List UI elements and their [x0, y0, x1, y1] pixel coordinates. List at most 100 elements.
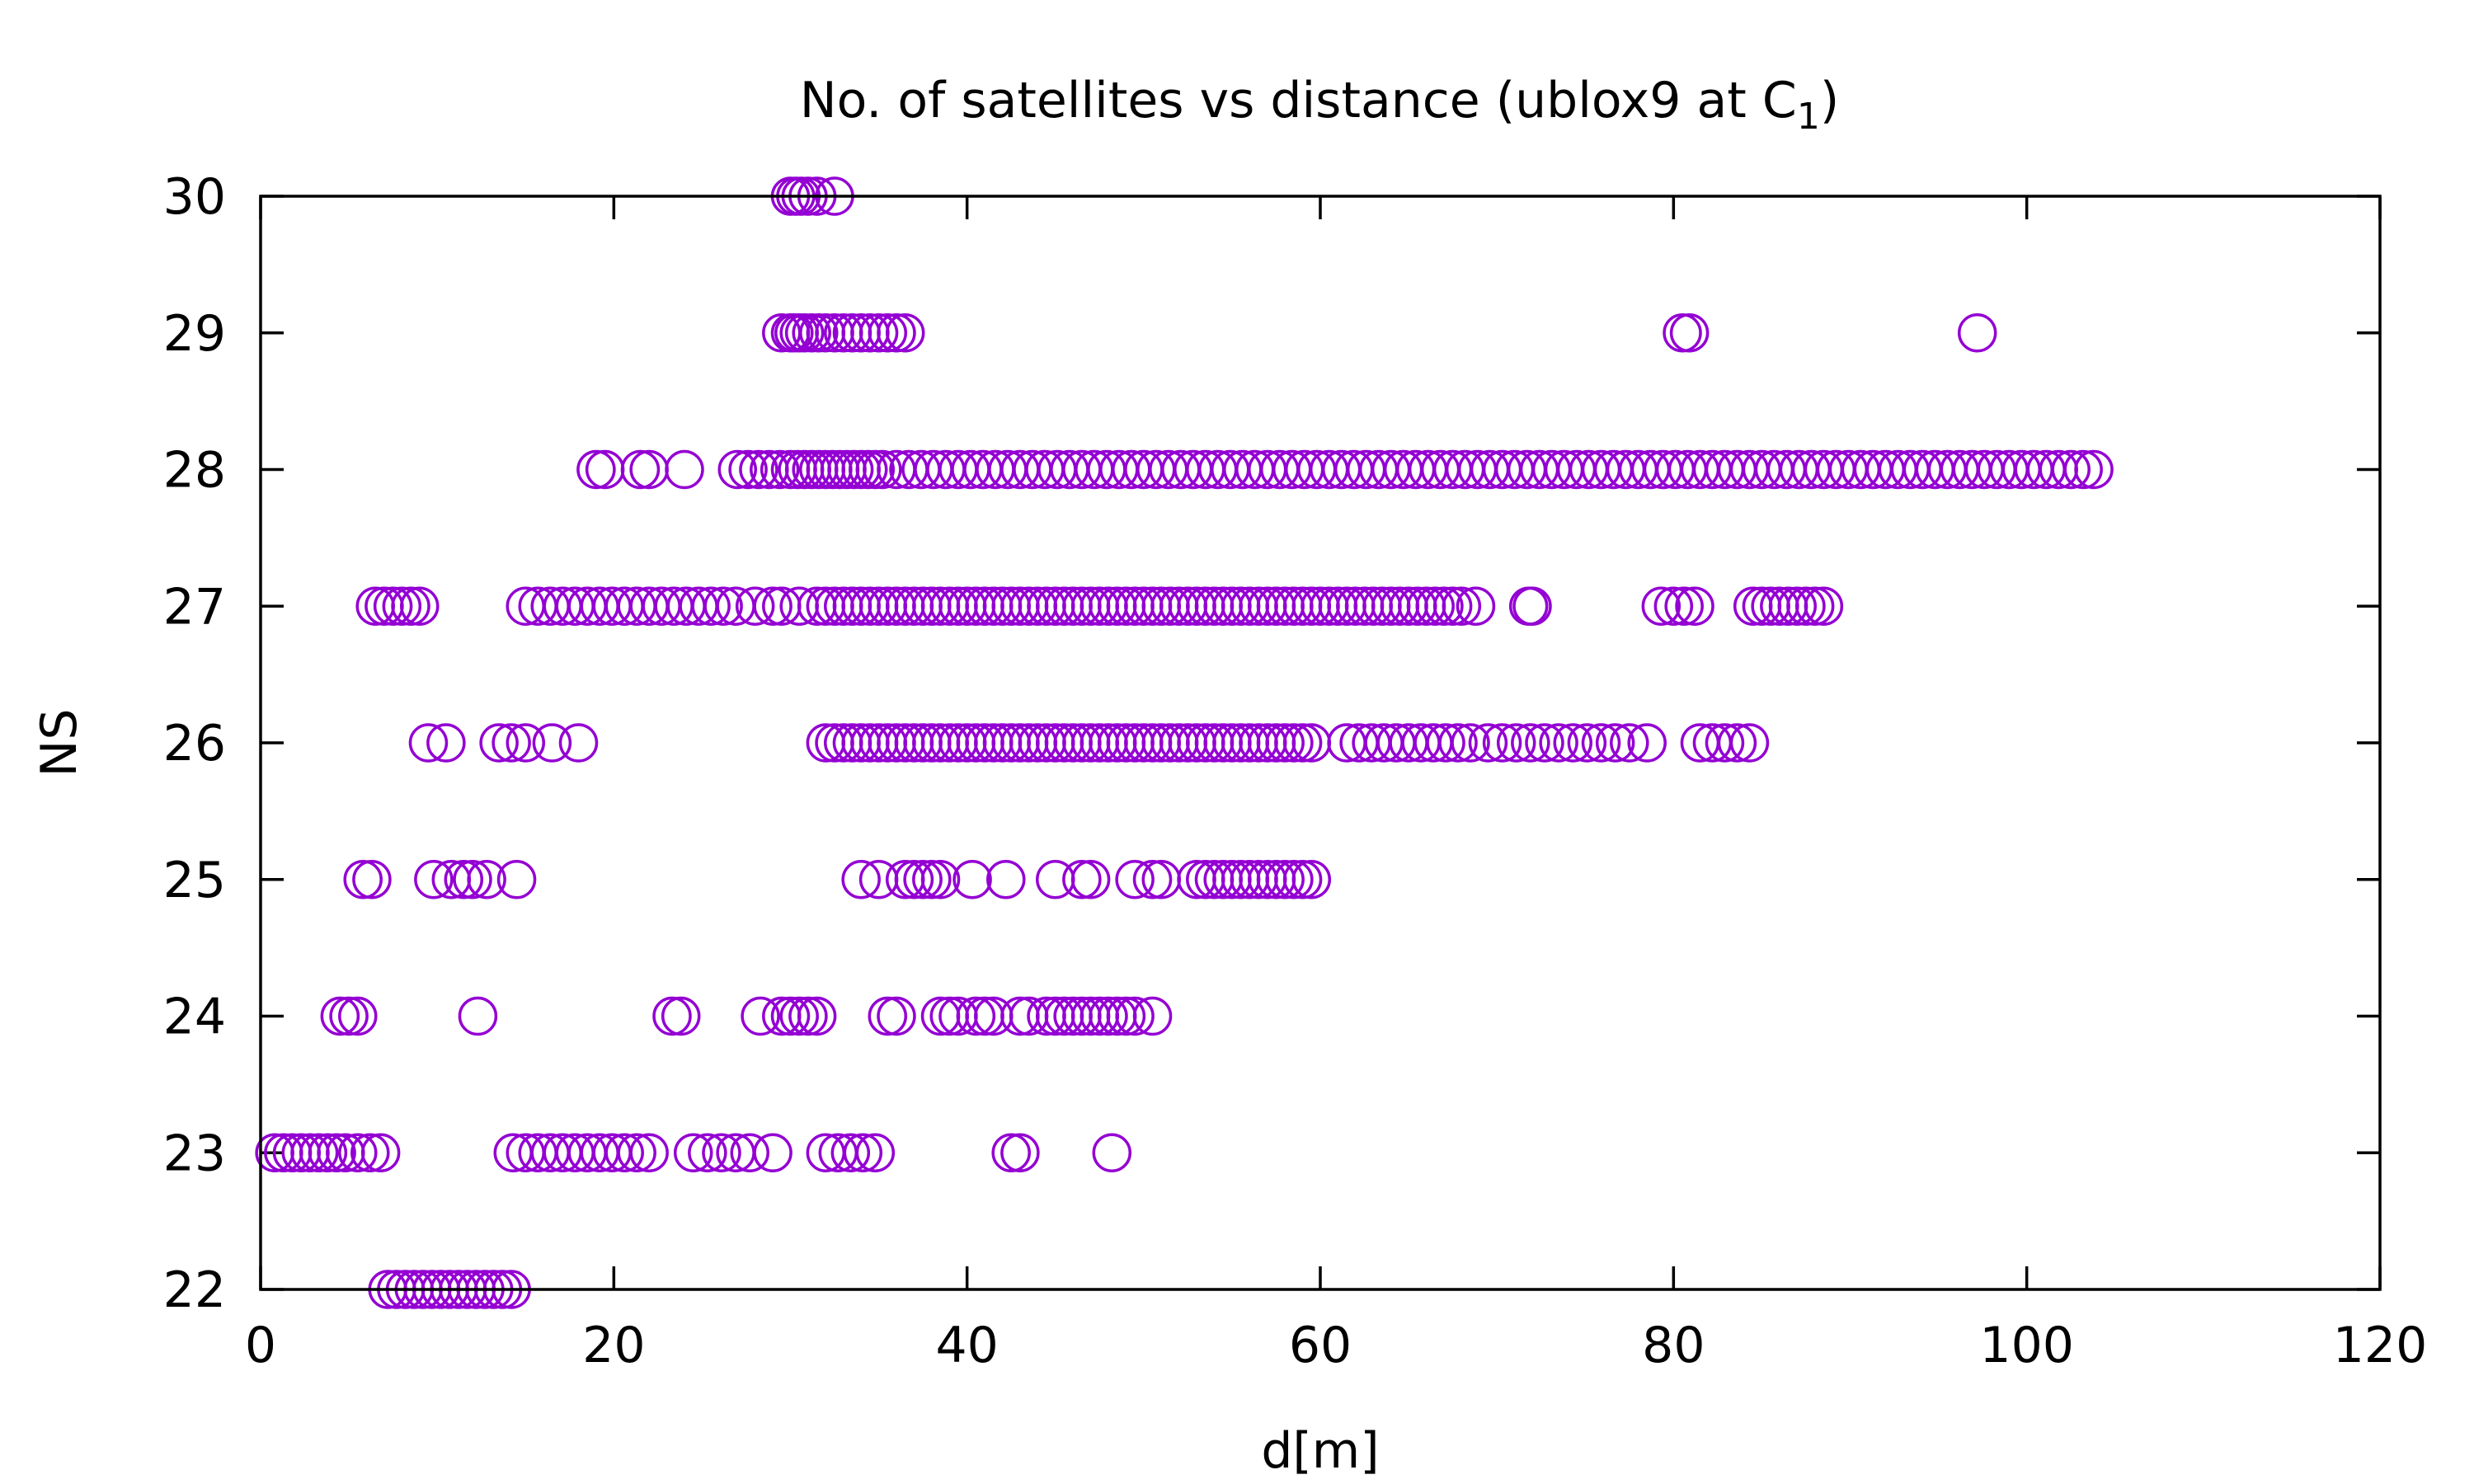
data-point — [797, 996, 837, 1036]
data-point — [1282, 723, 1323, 763]
data-point — [426, 723, 466, 763]
data-point — [877, 996, 916, 1036]
data-point — [2051, 449, 2091, 490]
data-point — [338, 1133, 378, 1172]
data-point — [1567, 723, 1607, 763]
data-point — [903, 860, 943, 899]
data-point — [868, 313, 908, 353]
data-point — [1627, 723, 1667, 763]
data-point — [673, 1133, 713, 1172]
data-point — [343, 860, 383, 899]
data-point — [1265, 860, 1305, 899]
data-point — [1291, 860, 1332, 899]
data-point — [1451, 723, 1490, 763]
data-point — [1525, 723, 1564, 763]
y-tick-label: 30 — [163, 168, 226, 226]
data-point — [691, 586, 731, 626]
data-point — [753, 1133, 793, 1172]
data-point — [1456, 586, 1496, 626]
data-point — [1442, 586, 1482, 626]
data-point — [1424, 586, 1464, 626]
x-tick-label: 0 — [245, 1317, 276, 1374]
data-point — [1115, 996, 1155, 1036]
data-point — [1141, 860, 1181, 899]
data-point — [1675, 586, 1714, 626]
y-tick-label: 26 — [163, 715, 226, 773]
data-point — [965, 996, 1004, 1036]
data-point — [620, 449, 661, 490]
data-point — [496, 860, 537, 899]
x-tick-label: 20 — [582, 1317, 645, 1374]
data-point — [617, 1133, 656, 1172]
data-point — [576, 449, 616, 490]
data-points — [255, 176, 2114, 1309]
data-point — [444, 860, 484, 899]
data-point — [360, 1133, 401, 1172]
y-tick-label: 25 — [163, 852, 226, 909]
data-point — [1070, 860, 1111, 899]
data-point — [492, 723, 531, 763]
data-point — [299, 1133, 339, 1172]
data-point — [1717, 723, 1757, 763]
data-point — [912, 860, 952, 899]
data-point — [338, 996, 378, 1036]
data-point — [1705, 723, 1745, 763]
data-point — [1610, 723, 1649, 763]
data-point — [414, 860, 454, 899]
data-point — [1669, 313, 1710, 353]
data-point — [629, 1133, 669, 1172]
data-point — [1132, 860, 1173, 899]
data-point — [991, 1133, 1031, 1172]
data-point — [885, 313, 925, 353]
y-tick-label: 27 — [163, 578, 226, 636]
data-point — [1729, 723, 1770, 763]
data-point — [317, 1133, 356, 1172]
data-point — [1496, 723, 1536, 763]
data-point — [652, 996, 692, 1036]
data-point — [830, 1133, 871, 1172]
data-point — [665, 449, 704, 490]
data-point — [352, 860, 392, 899]
data-point — [1653, 586, 1694, 626]
y-tick-label: 24 — [163, 989, 226, 1046]
data-point — [1508, 586, 1549, 626]
data-point — [1553, 723, 1593, 763]
data-point — [986, 860, 1026, 899]
data-point — [350, 1133, 390, 1172]
data-point — [735, 586, 775, 626]
data-point — [1482, 723, 1522, 763]
data-point — [717, 449, 757, 490]
y-tick-label: 23 — [163, 1125, 226, 1182]
plot-frame — [259, 195, 2382, 1291]
data-point — [703, 586, 743, 626]
data-point — [858, 313, 899, 353]
data-point — [894, 860, 934, 899]
data-point — [453, 860, 492, 899]
x-tick-label: 60 — [1289, 1317, 1352, 1374]
y-tick-label: 22 — [163, 1261, 226, 1319]
y-axis-label: NS — [31, 709, 88, 777]
data-point — [1786, 586, 1826, 626]
data-point — [1794, 586, 1835, 626]
data-point — [467, 860, 506, 899]
data-point — [739, 449, 778, 490]
data-point — [382, 586, 422, 626]
data-point — [1641, 586, 1681, 626]
x-tick-label: 40 — [935, 1317, 998, 1374]
data-point — [841, 860, 881, 899]
data-point — [400, 586, 440, 626]
data-point — [1000, 1133, 1040, 1172]
data-point — [1274, 723, 1314, 763]
data-point — [741, 996, 780, 1036]
data-point — [1957, 313, 1997, 353]
data-point — [558, 723, 599, 763]
data-point — [1539, 723, 1578, 763]
data-point — [308, 1133, 348, 1172]
x-tick-label: 100 — [1979, 1317, 2074, 1374]
data-point — [1664, 586, 1704, 626]
data-point — [506, 723, 545, 763]
data-point — [329, 996, 369, 1036]
x-axis-label: d[m] — [1261, 1422, 1379, 1480]
data-point — [391, 586, 430, 626]
data-point — [320, 996, 360, 1036]
